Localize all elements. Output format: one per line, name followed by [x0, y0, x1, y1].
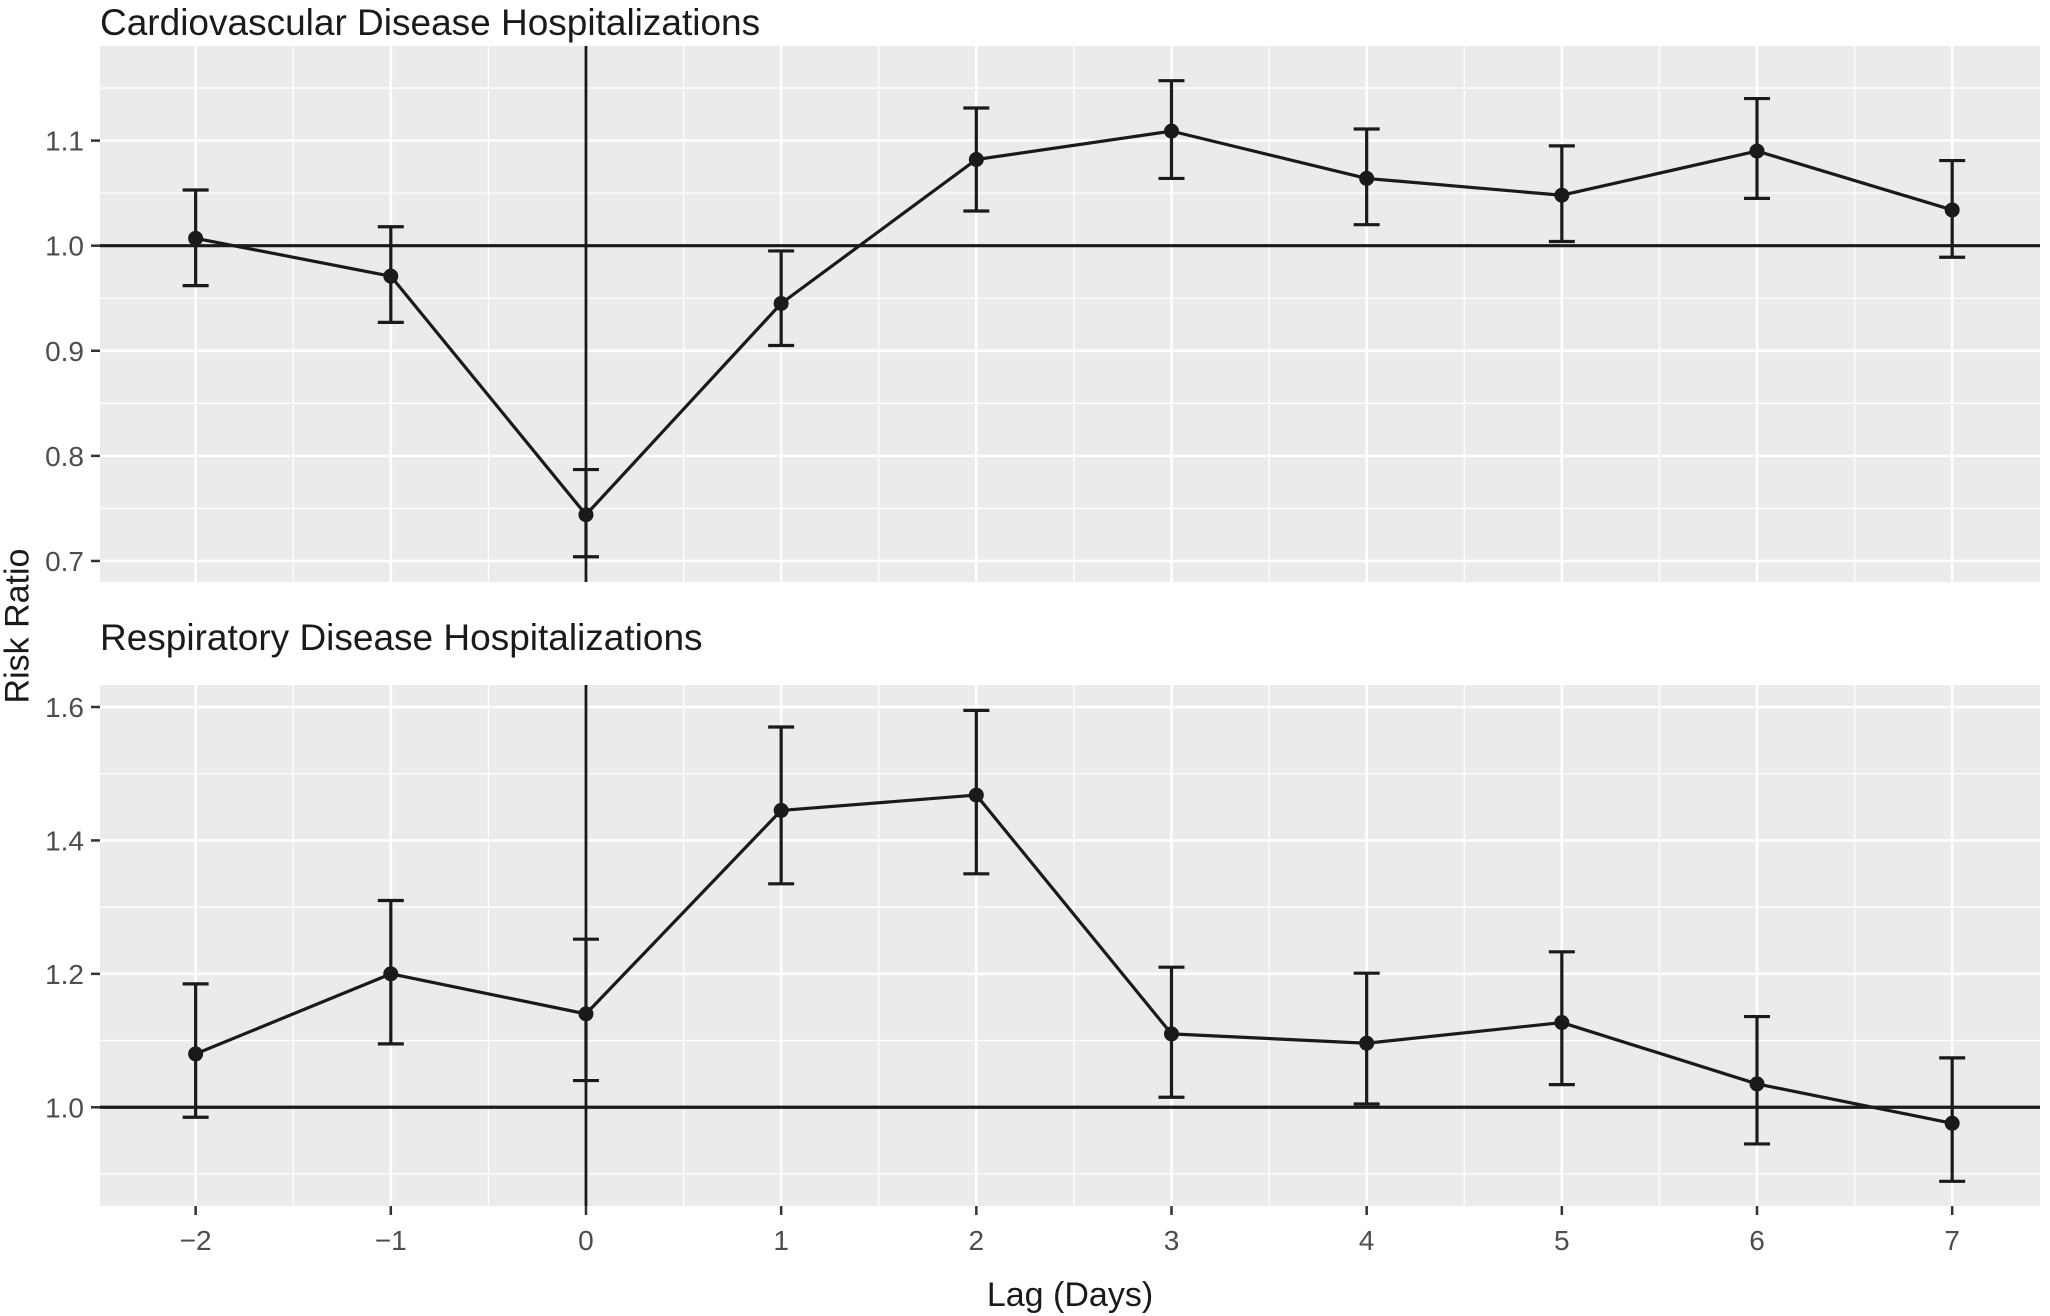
x-tick-label: 4	[1359, 1225, 1375, 1256]
y-tick-label: 1.6	[45, 692, 84, 723]
x-tick-label: 1	[773, 1225, 789, 1256]
data-point	[773, 802, 789, 818]
x-tick-label: 5	[1554, 1225, 1570, 1256]
data-point	[773, 295, 789, 311]
x-tick-label: 7	[1944, 1225, 1960, 1256]
y-tick-label: 0.7	[45, 546, 84, 577]
y-tick-label: 1.0	[45, 231, 84, 262]
data-point	[383, 966, 399, 982]
data-point	[188, 230, 204, 246]
data-point	[1554, 1015, 1570, 1031]
data-point	[1944, 1115, 1960, 1131]
x-tick-label: 2	[969, 1225, 985, 1256]
data-point	[578, 507, 594, 523]
data-point	[578, 1006, 594, 1022]
data-point	[1359, 170, 1375, 186]
panel-title-cardiovascular: Cardiovascular Disease Hospitalizations	[100, 2, 761, 43]
data-point	[1163, 123, 1179, 139]
data-point	[1359, 1035, 1375, 1051]
x-tick-label: 0	[578, 1225, 594, 1256]
panel-title-respiratory: Respiratory Disease Hospitalizations	[100, 617, 703, 658]
y-tick-label: 1.1	[45, 126, 84, 157]
data-point	[968, 152, 984, 168]
data-point	[1554, 187, 1570, 203]
data-point	[383, 268, 399, 284]
x-tick-label: −2	[180, 1225, 212, 1256]
y-tick-label: 1.0	[45, 1092, 84, 1123]
data-point	[188, 1046, 204, 1062]
x-tick-label: 6	[1749, 1225, 1765, 1256]
data-point	[1749, 143, 1765, 159]
y-tick-label: 1.2	[45, 959, 84, 990]
series-line	[195, 793, 1953, 1125]
x-tick-label: 3	[1164, 1225, 1180, 1256]
y-tick-label: 0.8	[45, 441, 84, 472]
data-point	[1944, 202, 1960, 218]
y-tick-label: 1.4	[45, 825, 84, 856]
x-tick-label: −1	[375, 1225, 407, 1256]
data-point	[1749, 1076, 1765, 1092]
x-axis-title: Lag (Days)	[986, 1276, 1154, 1314]
series-line	[195, 129, 1953, 517]
data-point	[1163, 1026, 1179, 1042]
y-tick-label: 0.9	[45, 336, 84, 367]
panel-background	[100, 685, 2040, 1206]
data-point	[968, 787, 984, 803]
